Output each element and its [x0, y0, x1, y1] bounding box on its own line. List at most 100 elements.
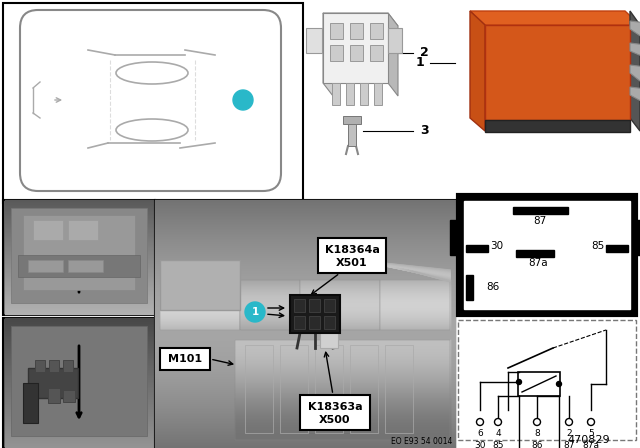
Bar [320, 330, 338, 348]
Text: 3: 3 [420, 125, 429, 138]
Bar [300, 280, 380, 330]
FancyBboxPatch shape [20, 10, 281, 191]
Bar [240, 280, 300, 330]
Text: 1: 1 [415, 56, 424, 69]
Text: 470829: 470829 [568, 435, 610, 445]
Bar [485, 25, 630, 120]
Bar [466, 245, 488, 252]
Bar [330, 23, 343, 39]
Bar [634, 220, 640, 255]
Text: X500: X500 [319, 415, 351, 425]
Bar [155, 200, 455, 448]
Text: 8: 8 [534, 430, 540, 439]
Bar [450, 220, 460, 255]
Bar [374, 83, 382, 105]
Bar [3, 318, 155, 448]
Text: 87: 87 [533, 216, 547, 226]
Polygon shape [323, 13, 333, 96]
Bar [309, 299, 320, 312]
Bar [485, 120, 630, 132]
Bar [370, 23, 383, 39]
Bar [324, 299, 335, 312]
Bar [11, 208, 147, 303]
Bar [388, 28, 402, 53]
Circle shape [477, 418, 483, 426]
Polygon shape [470, 11, 640, 25]
Bar [324, 316, 335, 329]
Circle shape [566, 418, 573, 426]
Text: 30: 30 [474, 440, 486, 448]
Polygon shape [630, 11, 640, 131]
Bar [235, 340, 450, 440]
Circle shape [233, 90, 253, 110]
Text: 1: 1 [252, 307, 259, 317]
Polygon shape [388, 13, 398, 96]
Bar [606, 245, 628, 252]
Bar [323, 13, 388, 83]
Circle shape [245, 302, 265, 322]
Bar [160, 280, 240, 330]
Bar [63, 390, 75, 402]
Polygon shape [470, 11, 485, 131]
Bar [245, 345, 273, 433]
Bar [294, 316, 305, 329]
Bar [68, 220, 98, 240]
Bar [343, 116, 361, 124]
Text: 2: 2 [566, 430, 572, 439]
Bar [309, 316, 320, 329]
Text: 5: 5 [588, 430, 594, 439]
Bar [315, 345, 343, 433]
Text: 2: 2 [420, 47, 429, 60]
Bar [28, 260, 63, 272]
Bar [35, 360, 45, 372]
Bar [318, 238, 386, 273]
Bar [68, 260, 103, 272]
Polygon shape [630, 65, 640, 105]
Circle shape [534, 418, 541, 426]
Bar [18, 255, 140, 277]
Bar [518, 372, 560, 396]
Text: K18363a: K18363a [308, 402, 362, 412]
Text: 6: 6 [477, 430, 483, 439]
Bar [380, 280, 450, 330]
Bar [350, 345, 378, 433]
Text: 30: 30 [490, 241, 503, 251]
Polygon shape [630, 43, 640, 68]
Text: X501: X501 [336, 258, 368, 268]
Bar [28, 368, 78, 398]
Polygon shape [323, 13, 398, 26]
Text: 87a: 87a [582, 440, 600, 448]
Bar [3, 200, 155, 315]
Bar [11, 326, 147, 436]
Bar [330, 45, 343, 61]
Bar [23, 383, 38, 423]
Text: 85: 85 [591, 241, 604, 251]
Bar [458, 320, 636, 440]
Ellipse shape [116, 62, 188, 84]
Bar [290, 295, 340, 333]
Bar [294, 299, 305, 312]
Bar [458, 195, 636, 315]
Bar [33, 220, 63, 240]
Circle shape [495, 418, 502, 426]
Bar [516, 250, 554, 257]
Bar [49, 360, 59, 372]
Polygon shape [630, 87, 640, 117]
Polygon shape [160, 260, 240, 310]
Bar [306, 28, 322, 53]
Bar [3, 3, 303, 203]
Bar [513, 207, 568, 214]
Bar [160, 348, 210, 370]
Bar [370, 45, 383, 61]
Bar [348, 124, 356, 146]
Circle shape [588, 418, 595, 426]
Bar [23, 215, 135, 290]
Bar [385, 345, 413, 433]
Polygon shape [630, 21, 640, 56]
Bar [332, 83, 340, 105]
Text: 87: 87 [563, 440, 575, 448]
Bar [300, 395, 370, 430]
Text: 85: 85 [492, 440, 504, 448]
Bar [350, 45, 363, 61]
Bar [63, 360, 73, 372]
